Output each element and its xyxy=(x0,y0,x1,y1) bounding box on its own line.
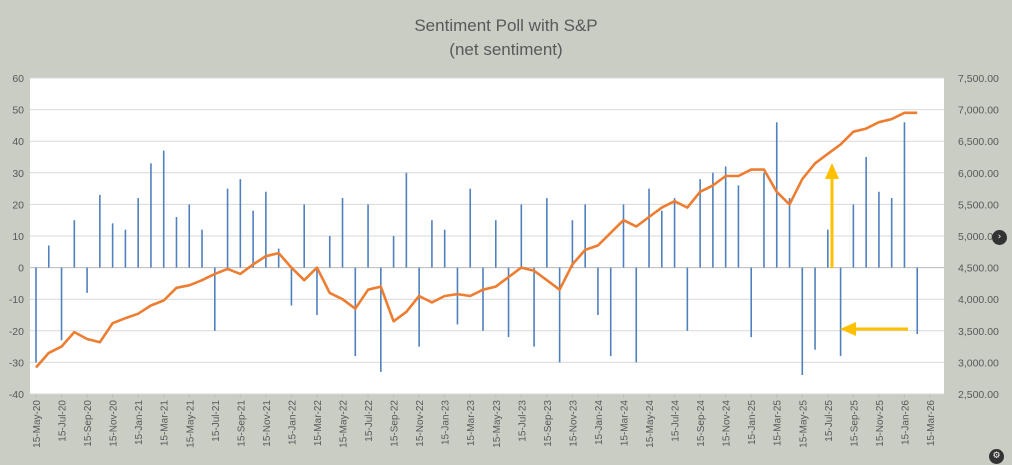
x-tick-label: 15-Sep-20 xyxy=(83,400,94,447)
x-tick-label: 15-May-21 xyxy=(185,400,196,448)
y-right-tick-label: 4,500.00 xyxy=(958,263,999,275)
x-tick-label: 15-Jan-22 xyxy=(287,400,298,445)
annotation-arrows xyxy=(825,163,908,336)
x-tick-label: 15-Nov-21 xyxy=(262,400,273,447)
x-tick-label: 15-May-24 xyxy=(645,400,656,448)
x-tick-label: 15-Jul-24 xyxy=(671,400,682,442)
y-left-tick-label: -10 xyxy=(9,294,24,306)
x-tick-label: 15-Sep-22 xyxy=(390,400,401,447)
x-tick-label: 15-May-25 xyxy=(798,400,809,448)
x-tick-label: 15-May-20 xyxy=(32,400,43,448)
x-tick-label: 15-Nov-24 xyxy=(722,400,733,447)
y-right-tick-label: 3,000.00 xyxy=(958,357,999,369)
x-tick-label: 15-Jul-21 xyxy=(211,400,222,442)
x-tick-label: 15-Nov-25 xyxy=(875,400,886,447)
x-tick-label: 15-Jan-26 xyxy=(900,400,911,445)
x-tick-label: 15-Nov-23 xyxy=(568,400,579,447)
chart-subtitle: (net sentiment) xyxy=(449,40,563,59)
y-right-tick-label: 4,000.00 xyxy=(958,294,999,306)
y-right-tick-label: 7,000.00 xyxy=(958,105,999,117)
y-right-tick-label: 5,500.00 xyxy=(958,199,999,211)
x-tick-label: 15-May-22 xyxy=(339,400,350,448)
x-tick-label: 15-Mar-23 xyxy=(466,400,477,447)
x-tick-label: 15-Nov-20 xyxy=(109,400,120,447)
x-tick-label: 15-Mar-25 xyxy=(773,400,784,447)
x-tick-label: 15-Jul-23 xyxy=(517,400,528,442)
y-left-tick-label: 40 xyxy=(12,136,24,148)
sp500-line xyxy=(35,111,918,369)
x-tick-label: 15-Jul-20 xyxy=(58,400,69,442)
x-tick-label: 15-Mar-26 xyxy=(926,400,937,447)
x-tick-label: 15-Sep-23 xyxy=(543,400,554,447)
y-left-tick-label: 20 xyxy=(12,199,24,211)
y-left-tick-label: 60 xyxy=(12,73,24,85)
x-axis: 15-May-20 15-Jul-20 15-Sep-20 15-Nov-20 15-J… xyxy=(32,394,937,448)
bar-series xyxy=(35,122,919,376)
chart-title: Sentiment Poll with S&P xyxy=(414,16,598,35)
y-left-tick-label: 0 xyxy=(18,263,24,275)
y-right-tick-label: 6,000.00 xyxy=(958,168,999,180)
y-left-tick-label: 50 xyxy=(12,105,24,117)
chevron-right-icon[interactable]: › xyxy=(992,230,1007,245)
x-tick-label: 15-Jan-25 xyxy=(747,400,758,445)
y-left-tick-label: 10 xyxy=(12,231,24,243)
x-tick-label: 15-Jul-25 xyxy=(824,400,835,442)
x-tick-label: 15-Sep-24 xyxy=(696,400,707,447)
y-left-tick-label: -20 xyxy=(9,326,24,338)
x-tick-label: 15-Jan-24 xyxy=(594,400,605,445)
y-right-tick-label: 7,500.00 xyxy=(958,73,999,85)
x-tick-label: 15-Mar-24 xyxy=(619,400,630,447)
x-tick-label: 15-Nov-22 xyxy=(415,400,426,447)
y-right-tick-label: 3,500.00 xyxy=(958,326,999,338)
y-left-tick-label: -30 xyxy=(9,357,24,369)
gear-icon[interactable]: ⚙ xyxy=(989,449,1004,464)
line-series xyxy=(35,111,918,369)
y-axis-right: 7,500.00 7,000.00 6,500.00 6,000.00 5,500.00… xyxy=(958,73,999,401)
y-right-tick-label: 6,500.00 xyxy=(958,136,999,148)
y-right-tick-label: 2,500.00 xyxy=(958,389,999,401)
x-tick-label: 15-May-23 xyxy=(492,400,503,448)
x-tick-label: 15-Jul-22 xyxy=(364,400,375,442)
y-right-tick-label: 5,000.00 xyxy=(958,231,999,243)
y-left-tick-label: -40 xyxy=(9,389,24,401)
x-tick-label: 15-Sep-21 xyxy=(236,400,247,447)
arrow-up-head xyxy=(825,163,839,179)
y-left-tick-label: 30 xyxy=(12,168,24,180)
x-tick-label: 15-Mar-21 xyxy=(160,400,171,447)
x-tick-label: 15-Jan-23 xyxy=(441,400,452,445)
x-tick-label: 15-Sep-25 xyxy=(849,400,860,447)
arrow-left-head xyxy=(840,322,856,336)
x-tick-label: 15-Mar-22 xyxy=(313,400,324,447)
x-tick-label: 15-Jan-21 xyxy=(134,400,145,445)
y-axis-left: 60 50 40 30 20 10 0 -10 -20 -30 -40 xyxy=(9,73,24,401)
